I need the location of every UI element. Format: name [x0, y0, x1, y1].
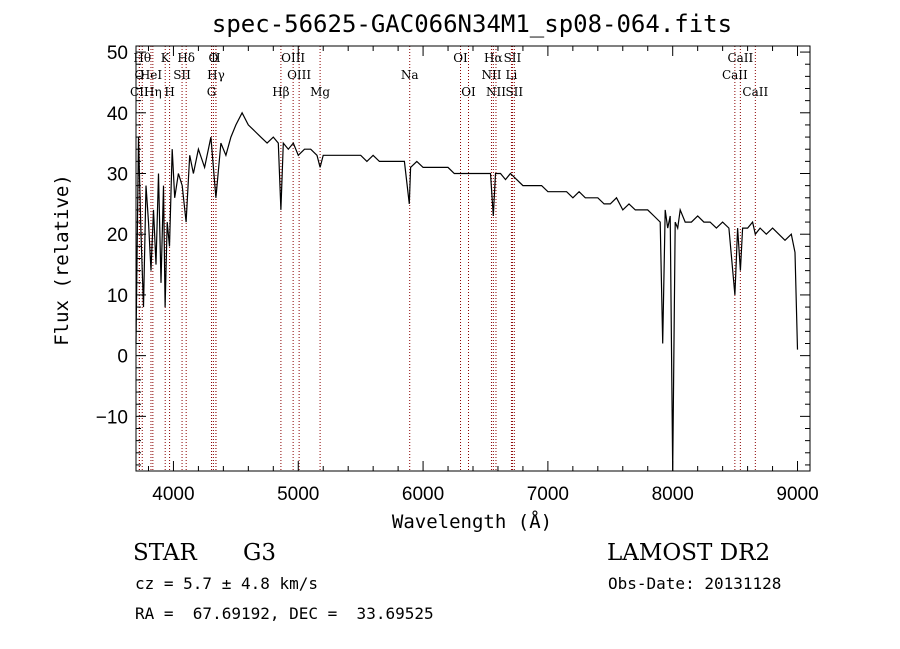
line-label: HeI: [140, 68, 163, 82]
x-tick-label: 8000: [652, 484, 694, 505]
x-tick-label: 4000: [152, 484, 194, 505]
y-tick-label: 50: [107, 43, 128, 64]
line-label: CaII: [742, 85, 768, 99]
spectral-line-markers: [138, 46, 756, 471]
line-label: Hδ: [177, 51, 195, 65]
spectrum-plot: spec-56625-GAC066N34M1_sp08-064.fits CII…: [51, 10, 819, 533]
line-label: O: [134, 68, 144, 82]
line-label: K: [161, 51, 171, 65]
line-label: NII: [486, 85, 506, 99]
redshift-text: cz = 5.7 ± 4.8 km/s: [135, 574, 319, 593]
x-tick-label: 9000: [776, 484, 818, 505]
line-label: CII: [130, 85, 149, 99]
line-label: CaII: [727, 51, 753, 65]
line-label: Na: [401, 68, 419, 82]
line-label: Hα: [484, 51, 503, 65]
x-tick-label: 7000: [527, 484, 569, 505]
coordinates-text: RA = 67.69192, DEC = 33.69525: [135, 604, 434, 623]
x-axis-ticks: 4000 5000 6000 7000 8000 9000: [147, 46, 819, 505]
line-label: NII: [481, 68, 501, 82]
line-label: SII: [505, 85, 523, 99]
chart-title: spec-56625-GAC066N34M1_sp08-064.fits: [212, 10, 732, 38]
y-tick-label: −10: [96, 407, 128, 428]
y-tick-label: 20: [107, 225, 128, 246]
x-axis-label: Wavelength (Å): [392, 510, 552, 533]
x-tick-label: 6000: [402, 484, 444, 505]
object-subclass: G3: [243, 540, 277, 566]
y-tick-label: 30: [107, 165, 128, 186]
line-label: H: [164, 85, 174, 99]
line-label: O: [208, 51, 218, 65]
line-label: SII: [504, 51, 522, 65]
obs-date-text: Obs-Date: 20131128: [608, 574, 782, 593]
survey-name: LAMOST DR2: [607, 540, 771, 566]
y-tick-label: 40: [107, 104, 128, 125]
line-label: Hγ: [207, 68, 225, 82]
line-label: SII: [173, 68, 191, 82]
spectrum-series: [135, 111, 799, 472]
x-tick-label: 5000: [277, 484, 319, 505]
line-label: OIII: [281, 51, 305, 65]
y-tick-label: 10: [107, 286, 128, 307]
object-class: STAR: [133, 540, 197, 566]
line-label: Hη: [144, 85, 162, 99]
y-axis-label: Flux (relative): [51, 174, 73, 346]
line-label: G: [207, 85, 217, 99]
line-label: Hβ: [272, 85, 289, 99]
line-label: OI: [461, 85, 476, 99]
line-label: CaII: [722, 68, 748, 82]
line-label: Mg: [310, 85, 330, 99]
y-axis-ticks: −10 0 10 20 30 40 50: [96, 43, 810, 466]
line-label: II: [211, 51, 221, 65]
line-label: Li: [506, 68, 518, 82]
line-label: OI: [453, 51, 468, 65]
plot-frame: [135, 45, 811, 472]
y-tick-label: 0: [117, 347, 128, 368]
line-label: Hθ: [133, 51, 151, 65]
line-label: OIII: [287, 68, 311, 82]
